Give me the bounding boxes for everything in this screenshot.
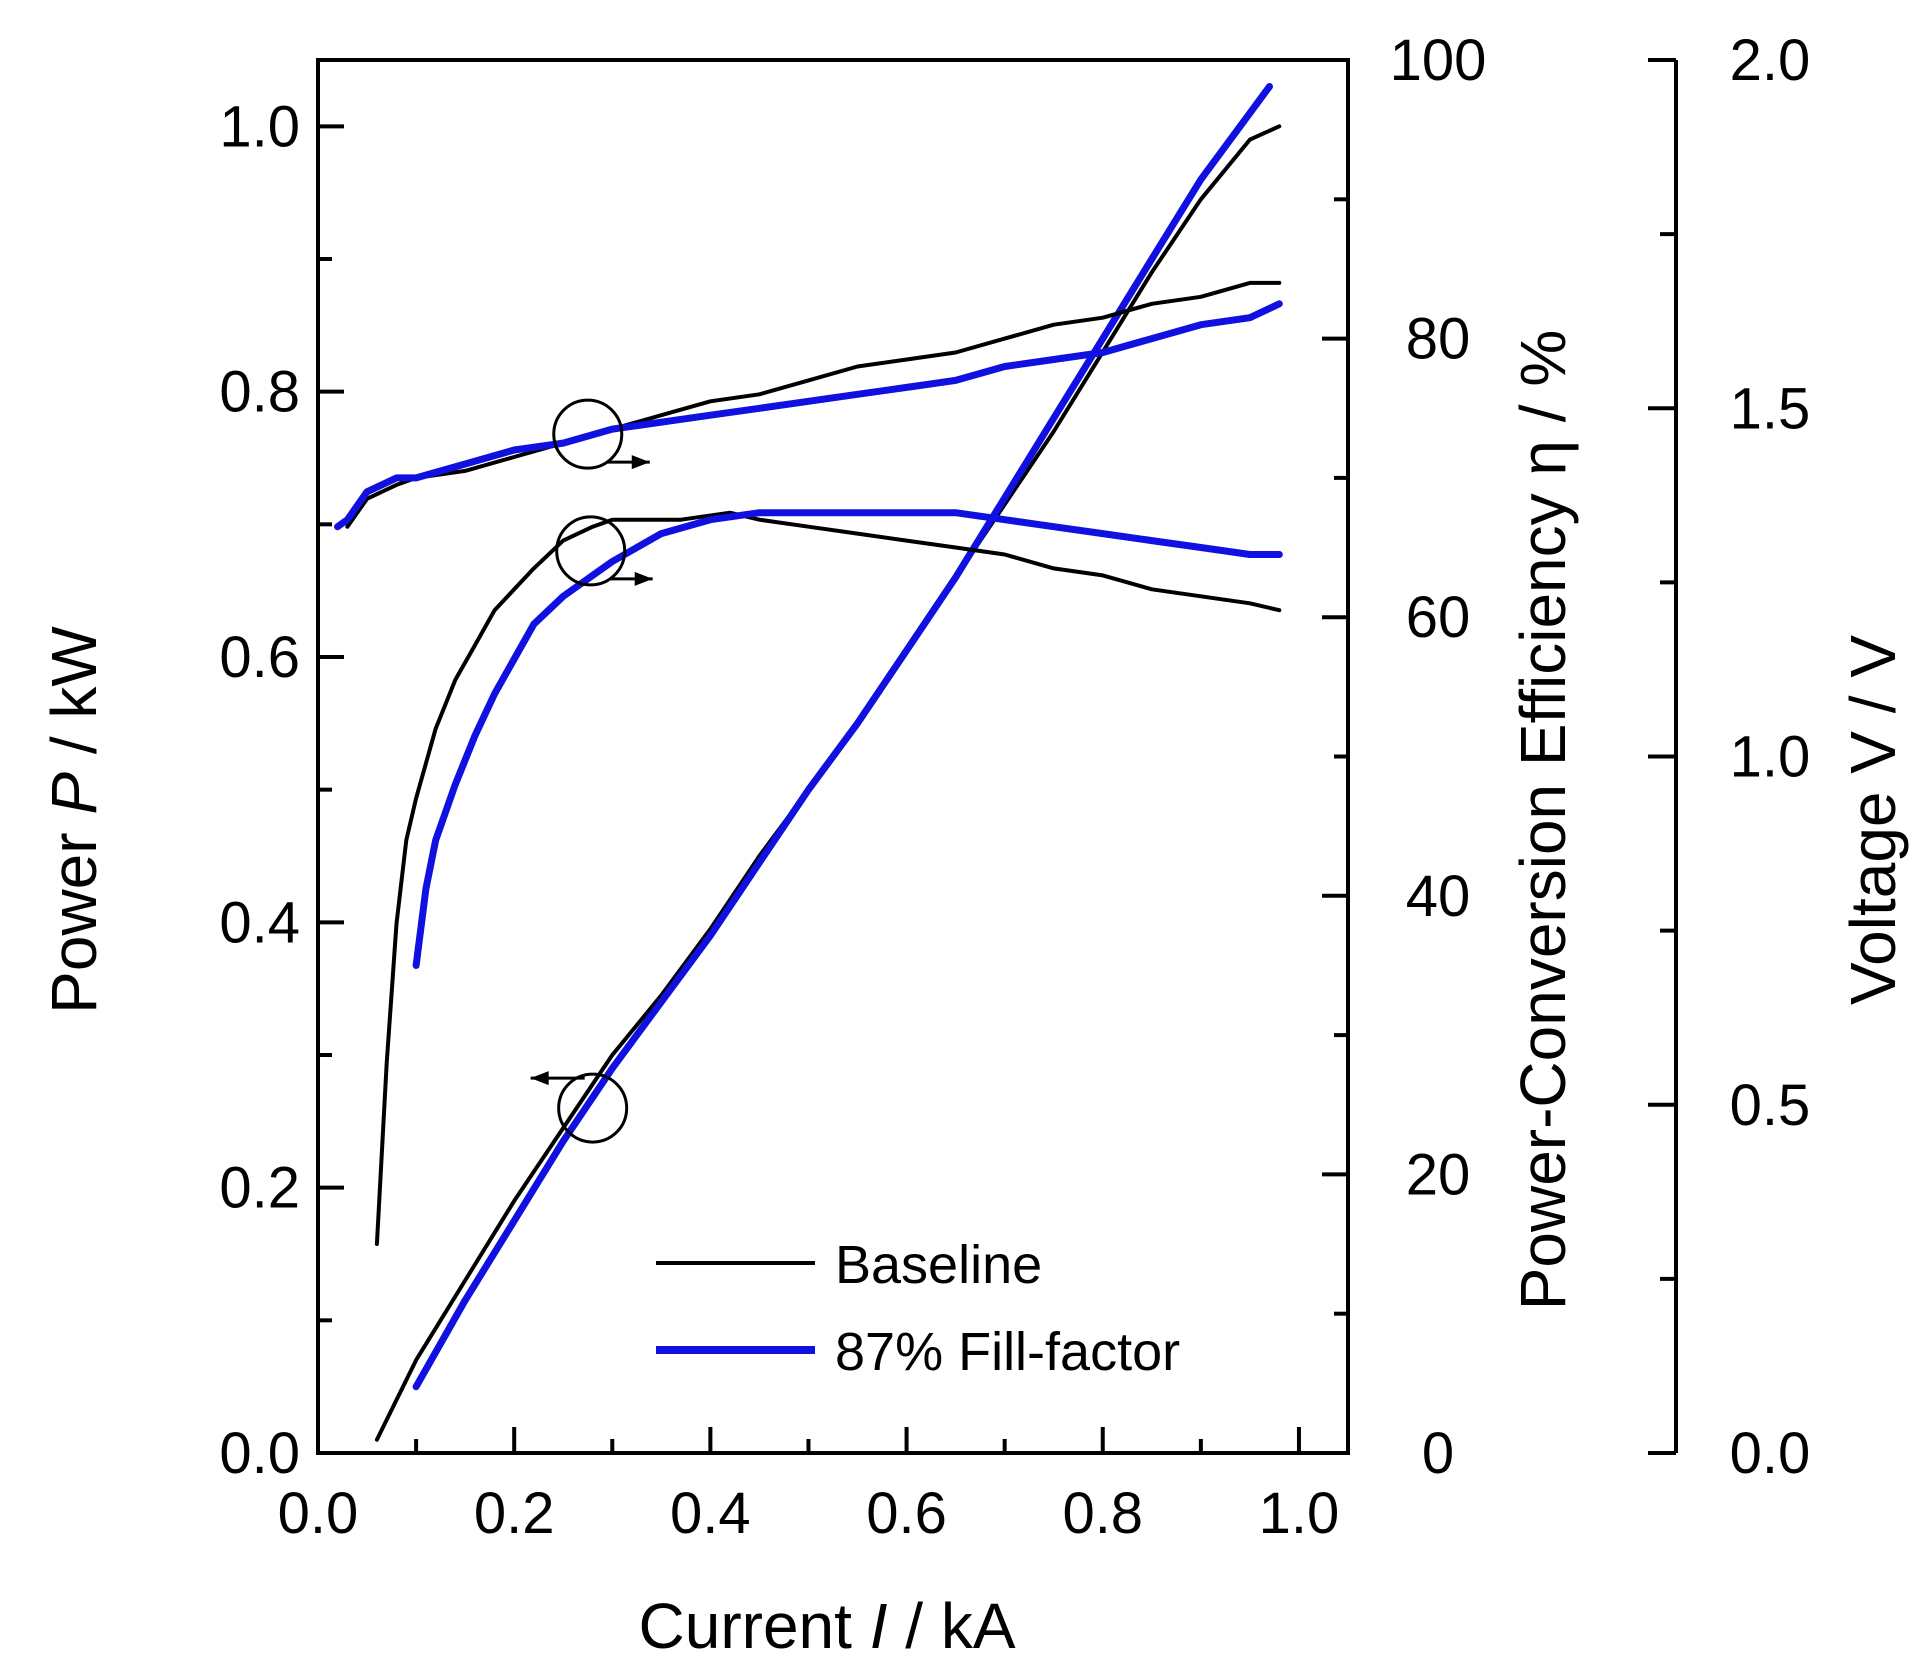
x-tick-label: 0.0 (278, 1481, 359, 1546)
left-y-tick-label: 0.8 (219, 360, 300, 425)
x-axis-ticks: 0.0 0.2 0.4 0.6 0.8 1.0 (278, 1427, 1340, 1546)
voltage-curves-marker-circle (552, 398, 624, 470)
left-y-axis-title-symbol: P (38, 772, 110, 815)
baseline-efficiency-line (374, 510, 1282, 1246)
left-y-axis-ticks: 0.0 0.2 0.4 0.6 0.8 1.0 (219, 94, 344, 1486)
efficiency-tick-label: 80 (1406, 307, 1471, 372)
efficiency-curves-marker-circle (555, 515, 627, 587)
left-y-tick-label: 0.0 (219, 1421, 300, 1486)
x-tick-label: 1.0 (1259, 1481, 1340, 1546)
left-y-tick-label: 0.6 (219, 625, 300, 690)
x-tick-label: 0.6 (866, 1481, 947, 1546)
fill-factor-efficiency-line (412, 509, 1283, 969)
annotation-layer (530, 398, 653, 1144)
left-y-tick-label: 1.0 (219, 94, 300, 159)
baseline-voltage-line (345, 280, 1282, 529)
power-curves-marker-circle (557, 1072, 629, 1144)
baseline-power-line (374, 124, 1282, 1442)
legend: Baseline 87% Fill-factor (656, 1235, 1180, 1382)
x-tick-label: 0.2 (474, 1481, 555, 1546)
x-axis-title-unit: / kA (887, 1590, 1015, 1659)
left-y-axis-title-part: Power (38, 815, 110, 1014)
left-y-axis-title-unit: / kW (38, 626, 110, 772)
efficiency-axis-title: Power-Conversion Efficiency η / % (1507, 330, 1579, 1311)
voltage-axis-title: Voltage V / V (1837, 635, 1909, 1005)
fill-factor-voltage-line (334, 300, 1283, 531)
efficiency-tick-label: 100 (1390, 28, 1487, 93)
voltage-tick-label: 2.0 (1730, 28, 1811, 93)
left-y-axis-title: Power P / kW (38, 626, 110, 1014)
annotation-arrow-head (634, 571, 653, 586)
series-layer (334, 83, 1283, 1442)
annotation-arrow-head (530, 1071, 549, 1086)
efficiency-axis-ticks: 0 20 40 60 80 100 (1322, 28, 1486, 1486)
legend-label-baseline: Baseline (835, 1235, 1042, 1295)
voltage-tick-label: 0.5 (1730, 1073, 1811, 1138)
annotation-arrow-head (631, 455, 650, 470)
voltage-tick-label: 1.0 (1730, 725, 1811, 790)
efficiency-tick-label: 20 (1406, 1142, 1471, 1207)
x-tick-label: 0.4 (670, 1481, 751, 1546)
efficiency-tick-label: 60 (1406, 585, 1471, 650)
efficiency-tick-label: 40 (1406, 864, 1471, 929)
voltage-tick-label: 1.5 (1730, 376, 1811, 441)
legend-label-fill-factor: 87% Fill-factor (835, 1322, 1180, 1382)
left-y-tick-label: 0.4 (219, 890, 300, 955)
efficiency-tick-label: 0 (1422, 1421, 1454, 1486)
x-axis-title-part: Current (639, 1590, 870, 1659)
voltage-axis-ticks: 0.0 0.5 1.0 1.5 2.0 (1648, 28, 1810, 1486)
x-axis-title-symbol: I (870, 1590, 888, 1659)
fill-factor-power-line (412, 83, 1273, 1391)
left-y-tick-label: 0.2 (219, 1156, 300, 1221)
x-tick-label: 0.8 (1062, 1481, 1143, 1546)
x-axis-title: Current I / kA (639, 1590, 1016, 1659)
voltage-tick-label: 0.0 (1730, 1421, 1811, 1486)
